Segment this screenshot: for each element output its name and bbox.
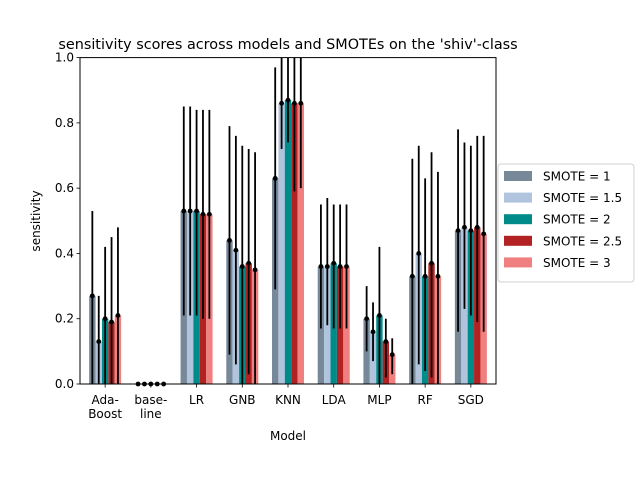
mean-marker-6-1 xyxy=(370,329,376,335)
chart-title: sensitivity scores across models and SMO… xyxy=(58,37,517,53)
y-tick-label-3: 0.6 xyxy=(55,181,74,195)
legend-label-4: SMOTE = 3 xyxy=(543,256,611,270)
mean-marker-0-3 xyxy=(109,319,114,325)
y-tick-label-0: 0.0 xyxy=(55,377,74,391)
mean-marker-4-0 xyxy=(272,175,278,181)
x-tick-label-0: Ada-Boost xyxy=(88,393,122,421)
bar-4-1 xyxy=(278,103,285,385)
mean-marker-8-3 xyxy=(474,224,480,230)
x-tick-label-4: KNN xyxy=(275,393,301,407)
mean-marker-0-4 xyxy=(115,313,121,318)
mean-marker-7-1 xyxy=(416,251,422,256)
x-tick-label-6: MLP xyxy=(367,393,391,407)
mean-marker-7-0 xyxy=(409,273,415,279)
mean-marker-8-1 xyxy=(462,224,467,230)
mean-marker-2-1 xyxy=(187,208,193,214)
mean-marker-4-4 xyxy=(298,100,304,106)
x-tick-label-2: LR xyxy=(189,393,204,407)
mean-marker-0-0 xyxy=(89,293,95,299)
mean-marker-4-2 xyxy=(285,97,291,103)
mean-marker-5-0 xyxy=(318,264,324,269)
mean-marker-2-3 xyxy=(200,211,206,217)
mean-marker-2-0 xyxy=(181,208,187,214)
legend-label-2: SMOTE = 2 xyxy=(543,213,611,227)
mean-marker-3-3 xyxy=(246,260,252,266)
mean-marker-5-3 xyxy=(337,264,343,269)
y-tick-label-4: 0.8 xyxy=(55,116,74,130)
x-tick-label-8: SGD xyxy=(458,393,484,407)
mean-marker-6-0 xyxy=(364,316,370,322)
mean-marker-6-4 xyxy=(389,352,395,358)
mean-marker-5-2 xyxy=(331,260,337,266)
x-tick-label-5: LDA xyxy=(322,393,347,407)
mean-marker-6-3 xyxy=(383,339,389,344)
mean-marker-7-2 xyxy=(422,273,428,279)
x-tick-label-3: GNB xyxy=(229,393,256,407)
legend-swatch-2 xyxy=(504,214,532,225)
bar-4-4 xyxy=(297,103,304,385)
mean-marker-3-4 xyxy=(252,267,258,273)
mean-marker-4-1 xyxy=(279,100,284,106)
legend-label-0: SMOTE = 1 xyxy=(543,170,611,184)
mean-marker-6-2 xyxy=(377,313,382,318)
mean-marker-7-3 xyxy=(429,260,434,266)
mean-marker-2-4 xyxy=(206,211,212,217)
mean-marker-8-4 xyxy=(481,231,487,237)
bar-4-2 xyxy=(284,100,292,385)
mean-marker-3-1 xyxy=(233,247,239,253)
mean-marker-0-2 xyxy=(102,316,108,322)
y-tick-label-1: 0.2 xyxy=(55,312,74,326)
mean-marker-2-2 xyxy=(194,208,199,214)
legend: SMOTE = 1 SMOTE = 1.5 SMOTE = 2 SMOTE = 2.5… xyxy=(497,163,635,283)
legend-swatch-1 xyxy=(504,192,532,203)
x-tick-label-7: RF xyxy=(418,393,433,407)
mean-marker-5-4 xyxy=(344,264,349,269)
legend-label-3: SMOTE = 2.5 xyxy=(543,234,622,248)
mean-marker-5-1 xyxy=(324,264,330,269)
mean-marker-0-1 xyxy=(96,339,102,344)
legend-swatch-3 xyxy=(504,235,532,246)
legend-swatch-0 xyxy=(504,171,532,181)
mean-marker-7-4 xyxy=(435,273,441,279)
mean-marker-4-3 xyxy=(292,100,297,106)
axes-frame xyxy=(79,57,497,385)
y-tick-label-2: 0.4 xyxy=(55,246,74,260)
legend-label-1: SMOTE = 1.5 xyxy=(543,191,622,205)
y-axis-label: sensitivity xyxy=(29,190,43,251)
mean-marker-3-0 xyxy=(227,237,232,243)
mean-marker-8-0 xyxy=(455,228,461,233)
mean-marker-8-2 xyxy=(468,228,474,233)
mean-marker-3-2 xyxy=(239,264,245,269)
legend-swatch-4 xyxy=(504,257,532,268)
bar-4-3 xyxy=(291,103,298,385)
x-tick-label-1: base-line xyxy=(134,393,167,421)
x-axis-label: Model xyxy=(270,429,306,443)
y-tick-label-5: 1.0 xyxy=(55,51,74,65)
